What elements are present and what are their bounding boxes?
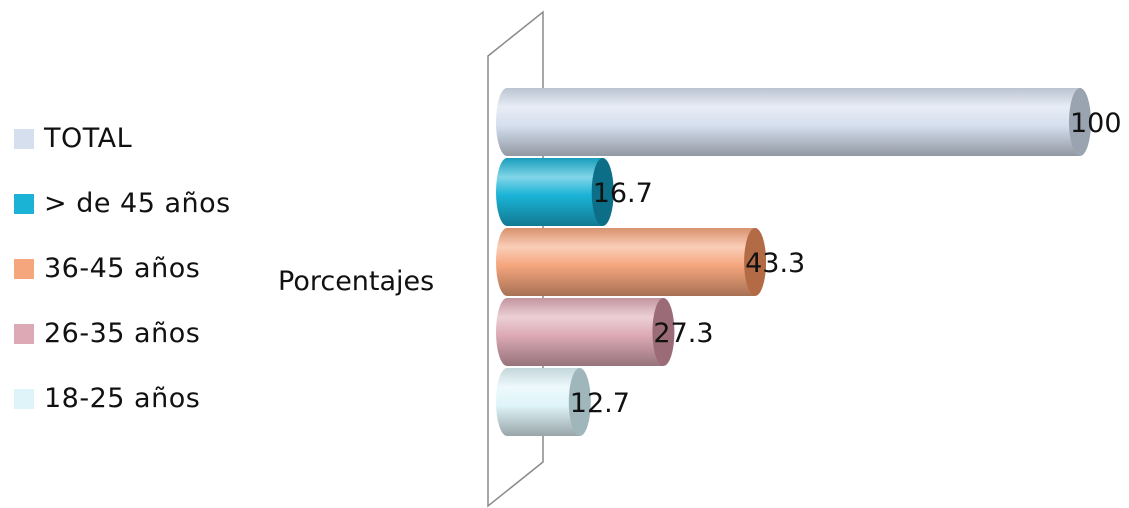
bar-end-cap bbox=[1069, 88, 1091, 156]
data-label: 16.7 bbox=[593, 178, 653, 209]
bar-body bbox=[507, 88, 1080, 156]
legend-item-26-35: 26-35 años bbox=[14, 301, 231, 366]
legend-label: 18-25 años bbox=[44, 383, 201, 414]
legend-swatch bbox=[14, 323, 34, 344]
bar-body bbox=[507, 158, 603, 226]
bars-group bbox=[496, 88, 1091, 436]
bar-body bbox=[507, 368, 580, 436]
legend-item-36-45: 36-45 años bbox=[14, 236, 231, 301]
chart-back-wall bbox=[487, 10, 544, 508]
value-labels-group: 100 16.7 43.3 27.3 12.7 bbox=[570, 108, 1122, 419]
bar-end-cap bbox=[591, 158, 614, 226]
bar-end-cap bbox=[744, 228, 767, 296]
data-label: 27.3 bbox=[653, 318, 713, 349]
legend-swatch bbox=[14, 258, 34, 279]
bar-end-cap bbox=[652, 298, 675, 366]
bar-body bbox=[507, 228, 756, 296]
legend-label: TOTAL bbox=[44, 123, 133, 154]
category-axis-label: Porcentajes bbox=[278, 266, 435, 297]
legend-swatch bbox=[14, 193, 34, 214]
bar-3 bbox=[496, 298, 675, 366]
data-label: 100 bbox=[1070, 108, 1122, 139]
legend-item-over-45: > de 45 años bbox=[14, 171, 231, 236]
bar-0 bbox=[496, 88, 1091, 156]
legend-swatch bbox=[14, 128, 34, 149]
bar-4 bbox=[496, 368, 591, 436]
bar-end-cap bbox=[568, 368, 591, 436]
legend-label: 26-35 años bbox=[44, 318, 201, 349]
legend-item-total: TOTAL bbox=[14, 106, 231, 171]
bar-2 bbox=[496, 228, 767, 296]
legend-label: 36-45 años bbox=[44, 253, 201, 284]
bar-1 bbox=[496, 158, 614, 226]
legend-item-18-25: 18-25 años bbox=[14, 366, 231, 431]
legend-label: > de 45 años bbox=[44, 188, 231, 219]
data-label: 12.7 bbox=[570, 388, 630, 419]
bar-body bbox=[507, 298, 664, 366]
chart-legend: TOTAL > de 45 años 36-45 años 26-35 años… bbox=[14, 106, 231, 431]
data-label: 43.3 bbox=[745, 248, 805, 279]
legend-swatch bbox=[14, 388, 34, 409]
